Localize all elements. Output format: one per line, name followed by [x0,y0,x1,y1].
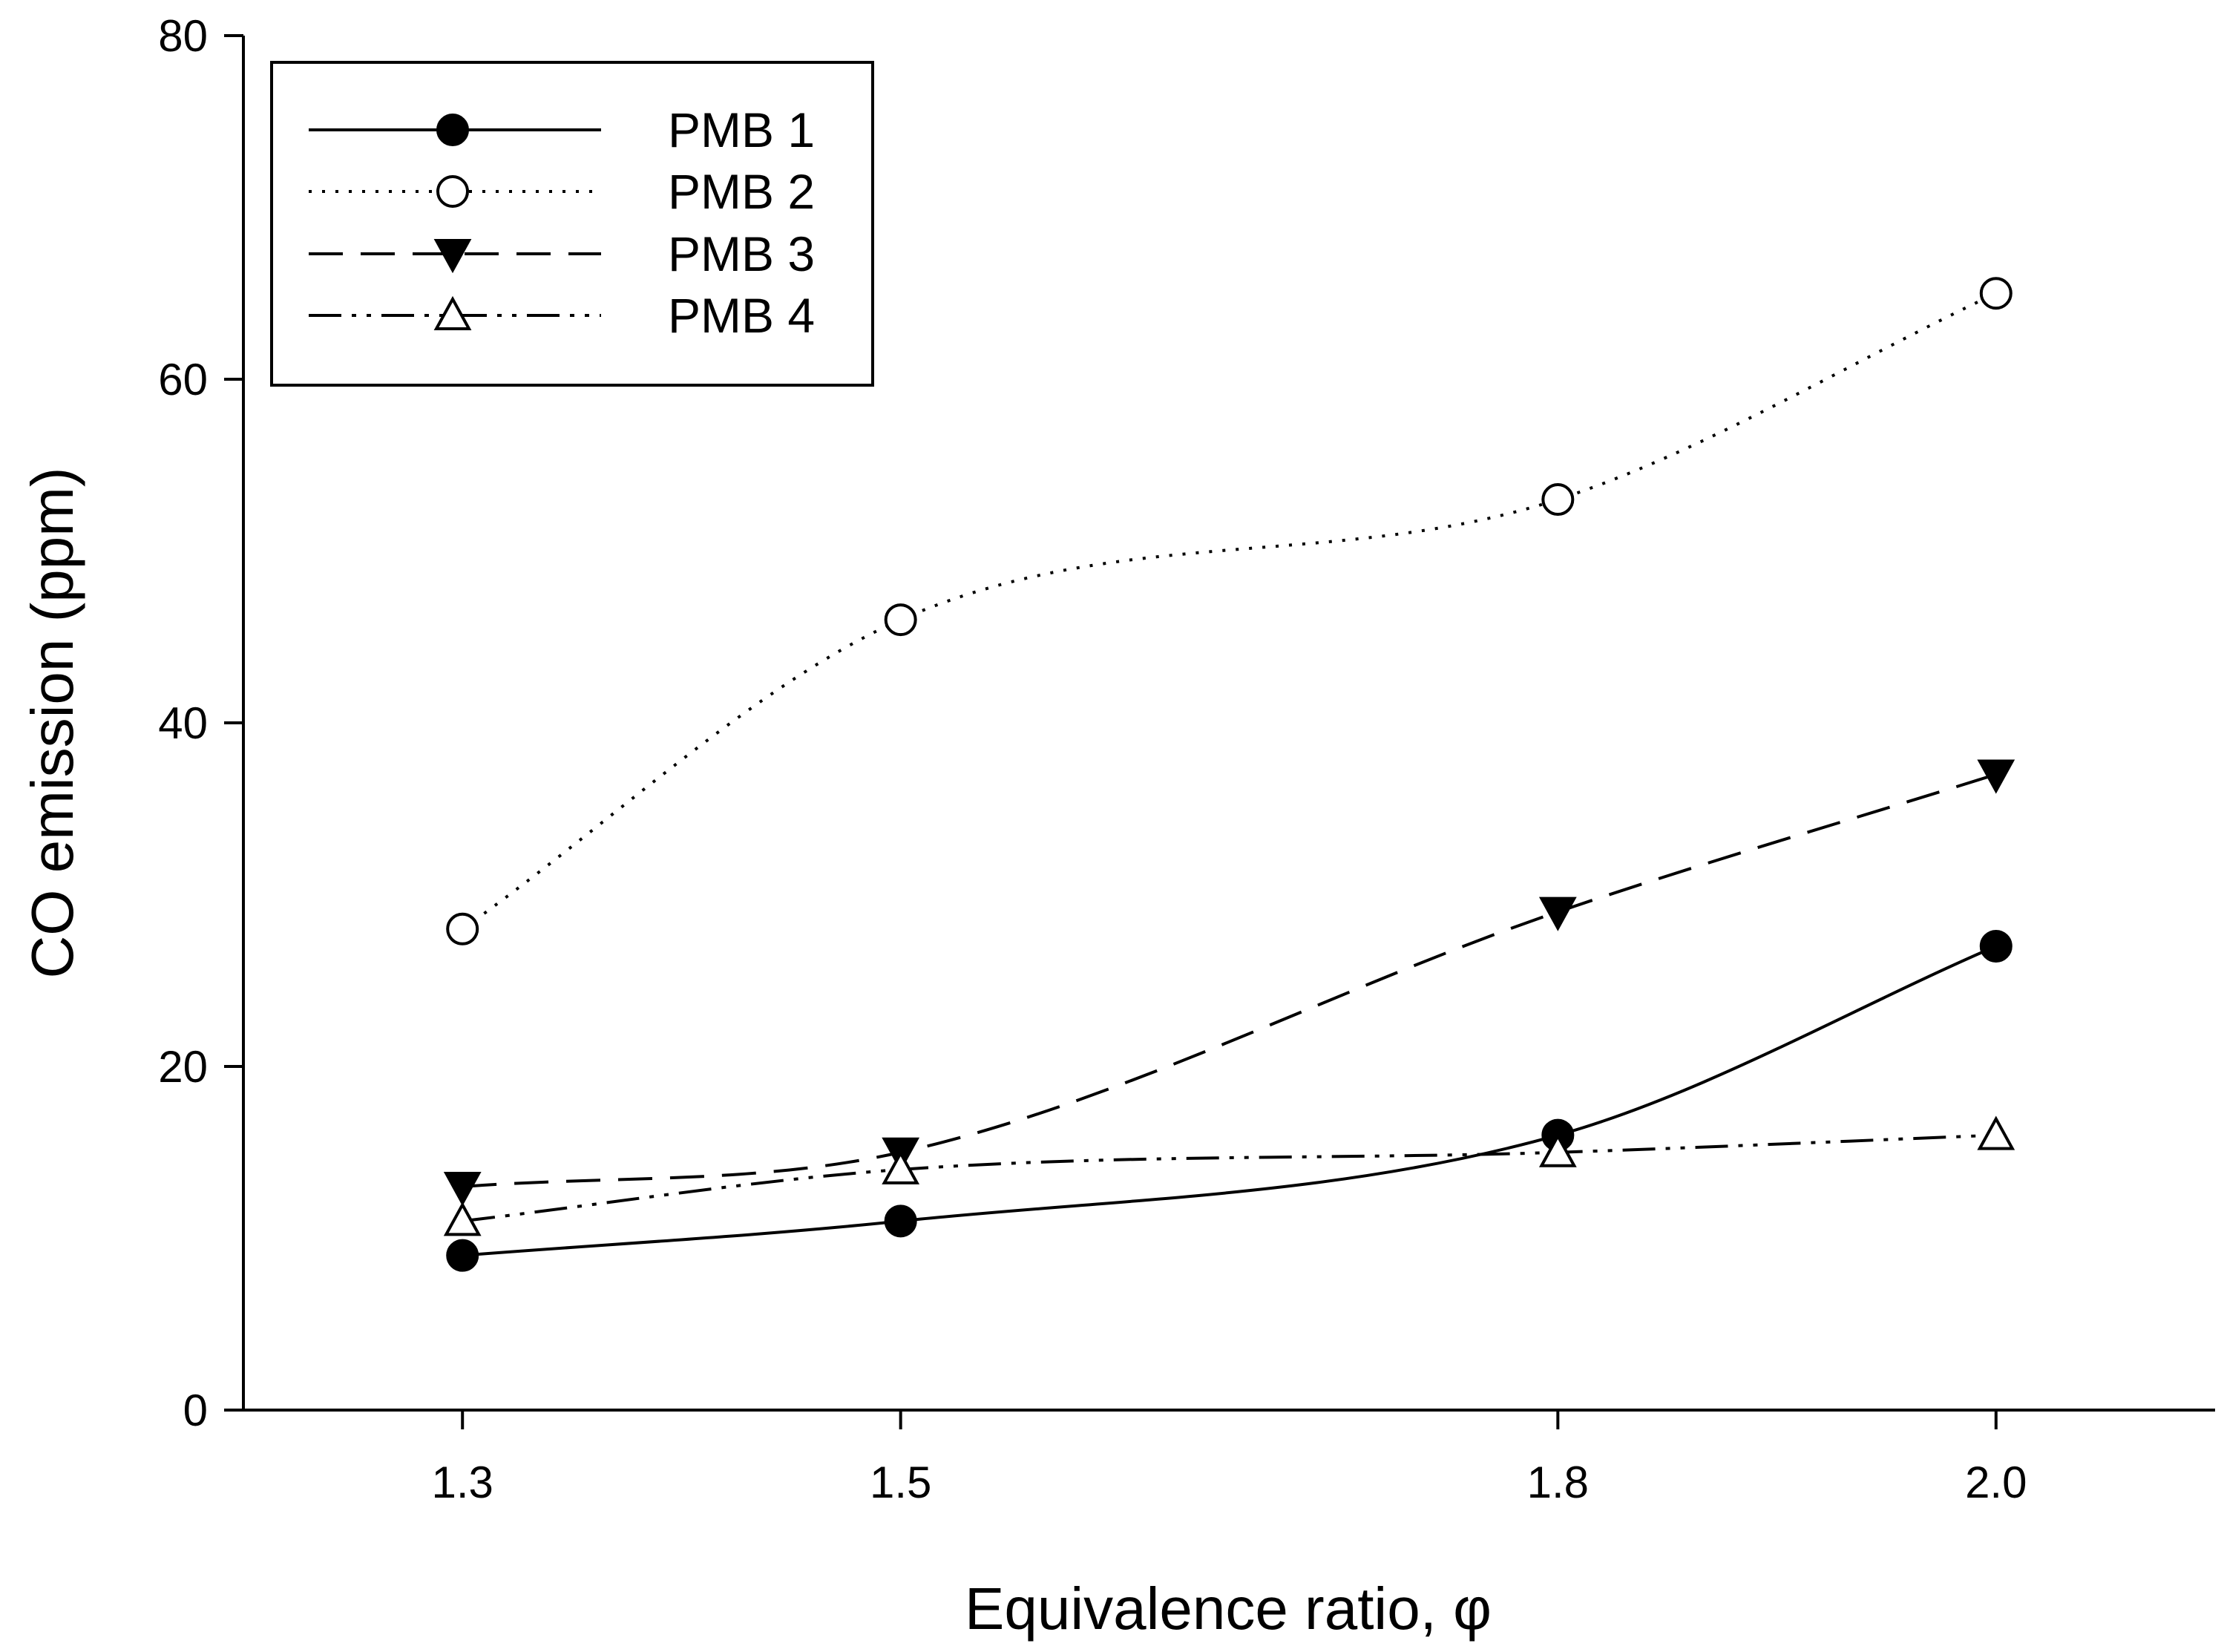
x-tick-label: 1.8 [1527,1458,1589,1507]
series-line [462,945,1997,1257]
x-axis-title: Equivalence ratio, φ [965,1576,1492,1642]
data-point [1541,483,1575,517]
legend-marker [436,175,469,208]
data-point [443,1172,482,1207]
y-tick-label: 0 [183,1386,208,1435]
legend-label: PMB 1 [668,102,815,157]
series-3 [443,759,2015,1207]
legend-label: PMB 4 [668,288,815,343]
data-point [1538,1133,1577,1167]
data-point [443,1202,482,1236]
legend-label: PMB 2 [668,164,815,219]
legend-item: PMB 3 [309,226,815,281]
x-tick-label: 2.0 [1965,1458,2027,1507]
data-point [446,912,479,945]
data-point [1538,897,1577,931]
y-tick-label: 20 [158,1042,208,1092]
ticks: 0 20 40 60 80 1.3 1.5 1.8 2.0 [158,11,2027,1507]
data-point [884,1204,917,1238]
data-point [882,1150,920,1184]
y-axis-title: CO emission (ppm) [19,467,85,978]
series-1 [446,929,2013,1272]
series-line [462,773,1997,1189]
legend-item: PMB 2 [309,164,815,219]
data-point [446,1239,479,1272]
legend-item: PMB 4 [309,288,815,343]
legend-marker [433,295,472,330]
legend-box [270,61,874,387]
series-line [462,1133,1996,1223]
data-point [884,603,917,637]
legend-marker [436,114,469,146]
x-tick-label: 1.5 [870,1458,931,1507]
data-point [1979,929,2013,963]
series-4 [443,1115,2015,1236]
legend-marker [433,239,472,274]
y-tick-label: 60 [158,355,208,404]
data-point [1977,1115,2015,1150]
x-tick-label: 1.3 [432,1458,493,1507]
series-2 [446,277,2013,945]
legend: PMB 1 PMB 2 PMB 3 PMB 4 [270,61,874,387]
series [443,277,2015,1272]
legend-item: PMB 1 [309,102,815,157]
y-tick-label: 80 [158,11,208,61]
data-point [1979,277,2013,310]
legend-label: PMB 3 [668,226,815,281]
y-tick-label: 40 [158,698,208,748]
data-point [1977,759,2015,794]
